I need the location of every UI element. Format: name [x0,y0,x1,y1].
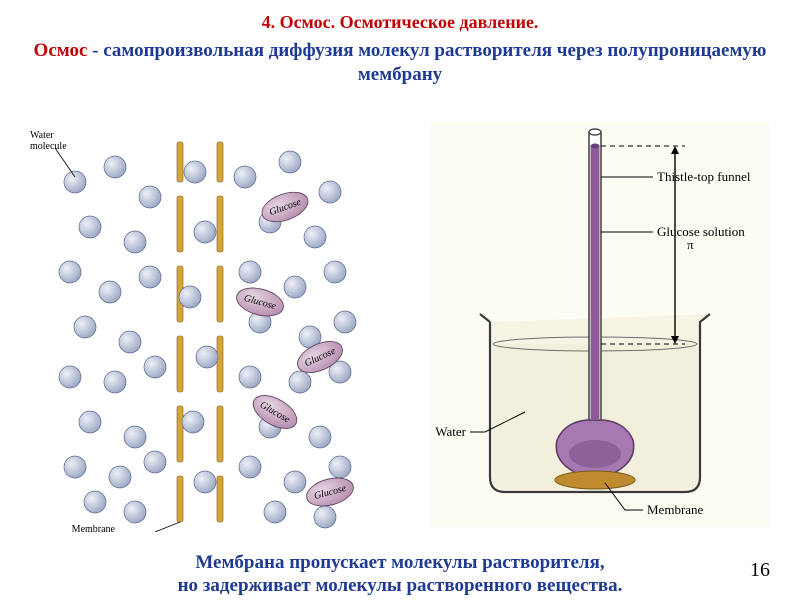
footer-text: Мембрана пропускает молекулы растворител… [0,551,800,599]
svg-text:Membrane: Membrane [647,502,704,517]
definition-term: Осмос [34,40,88,61]
svg-text:Glucose solution: Glucose solution [657,224,745,239]
svg-text:Thistle-top funnel: Thistle-top funnel [657,169,751,184]
svg-text:Water: Water [435,424,466,439]
footer-line1: Мембрана пропускает молекулы растворител… [195,552,604,573]
diagrams-svg: GlucoseGlucoseGlucoseGlucoseGlucoseWater… [0,122,800,532]
section-title: 4. Осмос. Осмотическое давление. [0,12,800,33]
definition-rest: - самопроизвольная диффузия молекул раст… [87,40,766,85]
page-number: 16 [750,559,770,582]
svg-text:Watermolecule: Watermolecule [30,130,67,152]
diagram-area: GlucoseGlucoseGlucoseGlucoseGlucoseWater… [0,122,800,532]
definition-line: Осмос - самопроизвольная диффузия молеку… [0,39,800,87]
footer-line2: но задерживает молекулы растворенного ве… [178,575,623,596]
svg-text:π: π [687,237,694,252]
title-text: 4. Осмос. Осмотическое давление. [262,12,539,32]
svg-text:Membrane: Membrane [72,524,116,532]
